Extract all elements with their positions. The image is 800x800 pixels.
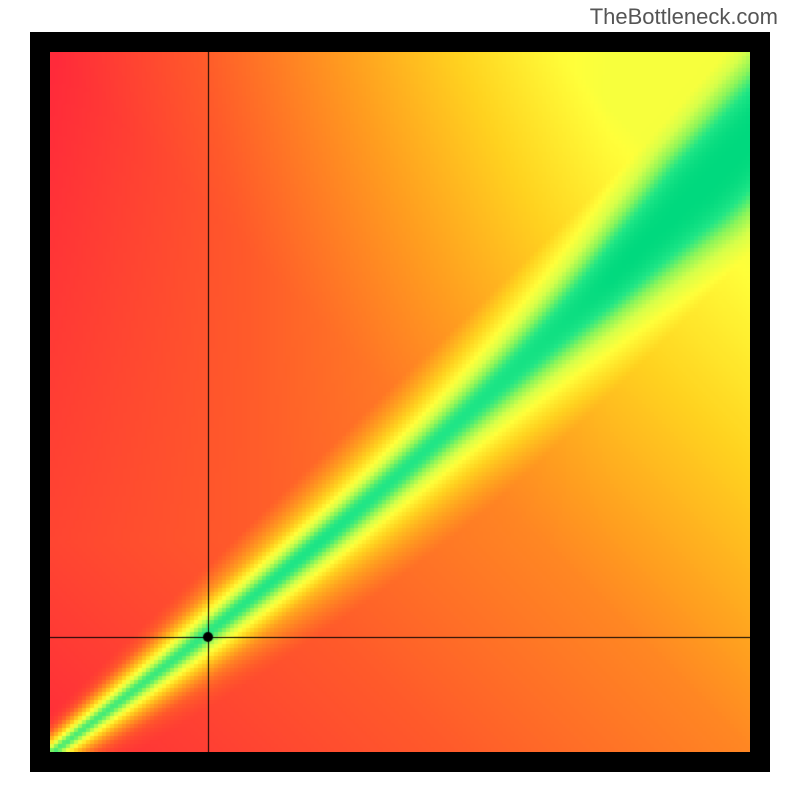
watermark-text: TheBottleneck.com: [590, 4, 778, 30]
heatmap-canvas: [50, 52, 750, 752]
bottleneck-heatmap: [50, 52, 750, 752]
chart-frame: [30, 32, 770, 772]
